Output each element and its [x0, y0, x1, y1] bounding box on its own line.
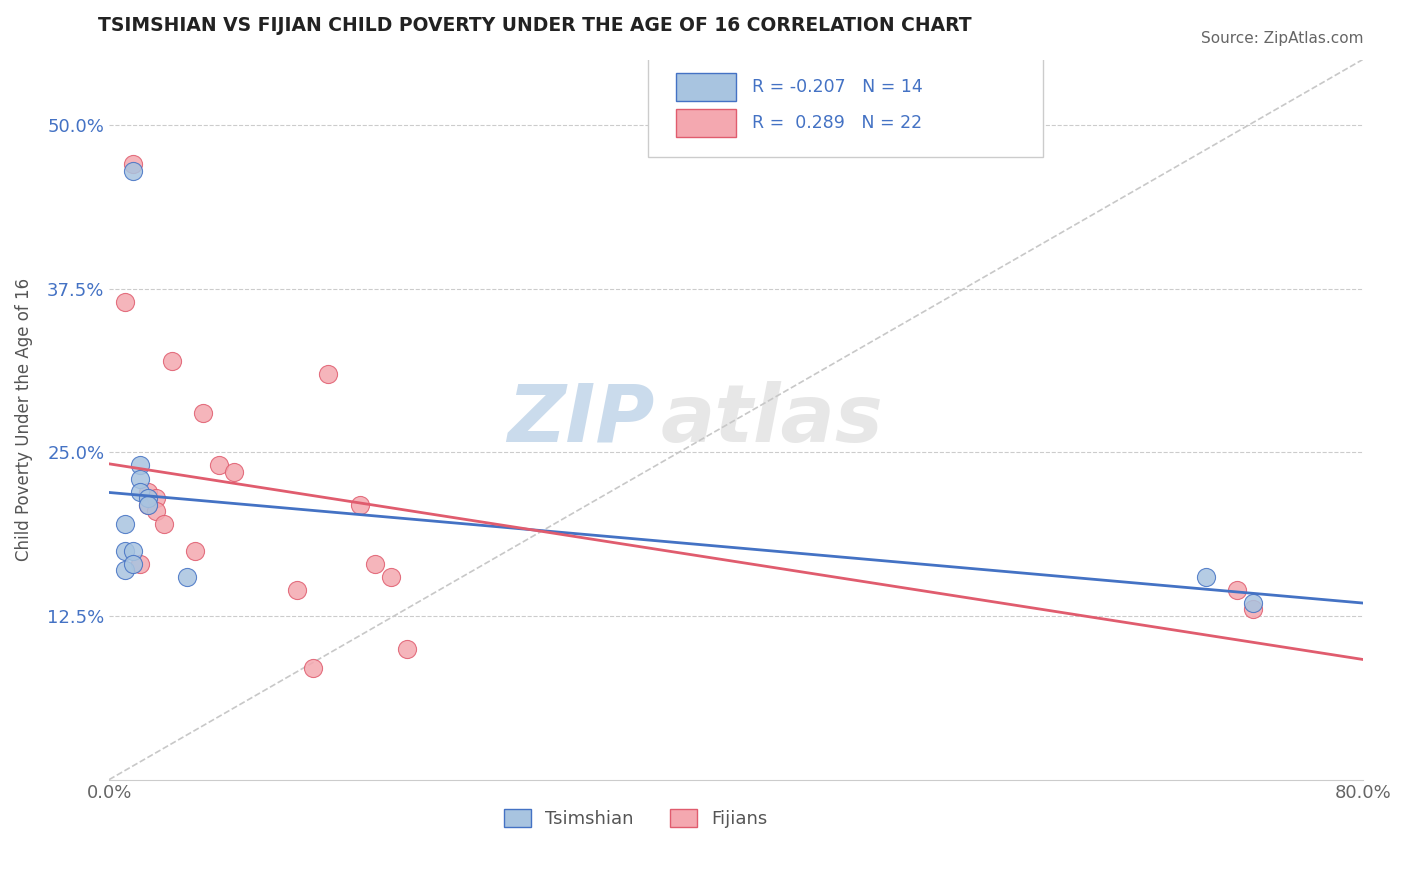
Point [224, 465, 246, 479]
Point [114, 294, 136, 309]
Point [145, 504, 167, 518]
Point [121, 164, 143, 178]
Point [121, 557, 143, 571]
Point [129, 458, 152, 473]
Point [153, 517, 176, 532]
Text: ZIP: ZIP [508, 381, 654, 458]
Point [176, 570, 198, 584]
Point [121, 157, 143, 171]
Point [129, 484, 152, 499]
Point [121, 543, 143, 558]
FancyBboxPatch shape [648, 56, 1043, 157]
Point [318, 367, 340, 381]
Point [136, 491, 159, 505]
Point [1241, 602, 1264, 616]
Point [208, 458, 231, 473]
Point [129, 557, 152, 571]
Point [160, 353, 183, 368]
Point [395, 641, 418, 656]
Text: R =  0.289   N = 22: R = 0.289 N = 22 [752, 114, 922, 132]
Legend: Tsimshian, Fijians: Tsimshian, Fijians [496, 802, 775, 836]
Point [136, 484, 159, 499]
Point [191, 406, 214, 420]
Point [380, 570, 402, 584]
Point [114, 543, 136, 558]
Bar [676, 110, 735, 136]
Text: R = -0.207   N = 14: R = -0.207 N = 14 [752, 78, 922, 96]
Text: atlas: atlas [661, 381, 883, 458]
Point [114, 517, 136, 532]
Point [285, 582, 308, 597]
Text: TSIMSHIAN VS FIJIAN CHILD POVERTY UNDER THE AGE OF 16 CORRELATION CHART: TSIMSHIAN VS FIJIAN CHILD POVERTY UNDER … [98, 16, 972, 35]
Point [1241, 596, 1264, 610]
Point [1226, 582, 1249, 597]
Y-axis label: Child Poverty Under the Age of 16: Child Poverty Under the Age of 16 [15, 278, 32, 561]
Point [301, 661, 323, 675]
Point [129, 471, 152, 485]
Point [114, 563, 136, 577]
Point [136, 498, 159, 512]
Text: Source: ZipAtlas.com: Source: ZipAtlas.com [1201, 31, 1364, 46]
Point [1195, 570, 1218, 584]
Point [184, 543, 207, 558]
Point [145, 491, 167, 505]
Bar [676, 73, 735, 101]
Point [349, 498, 371, 512]
Point [364, 557, 387, 571]
Point [136, 498, 159, 512]
